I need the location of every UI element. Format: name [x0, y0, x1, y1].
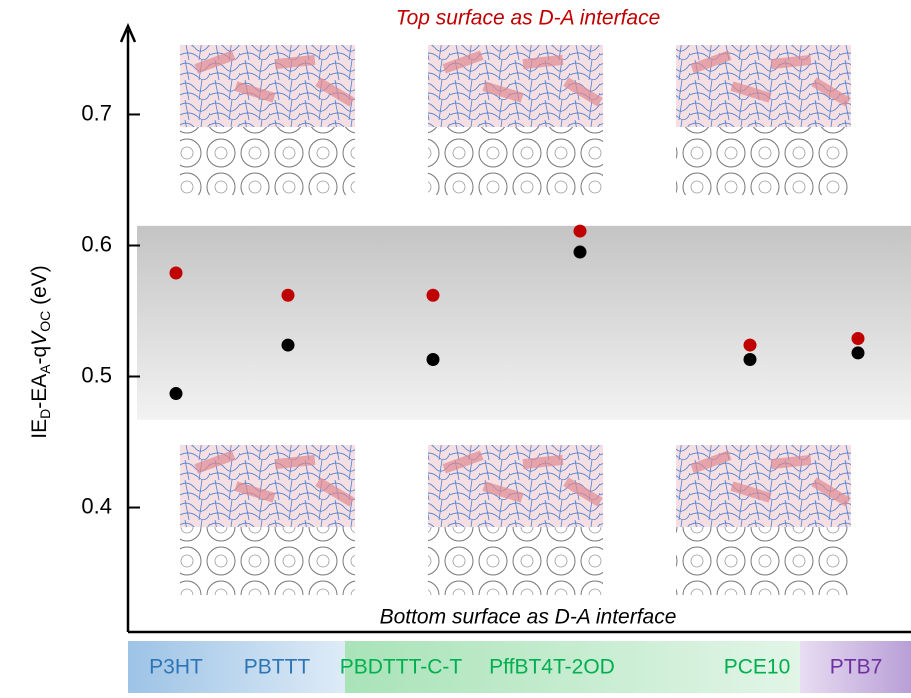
y-label-part: IE [28, 419, 51, 439]
x-tick-label: PBDTTT-C-T [340, 656, 463, 679]
y-label-part: -q [28, 346, 51, 365]
shaded-range [137, 226, 911, 420]
fullerene-layer [428, 527, 603, 595]
bottom-annotation: Bottom surface as D-A interface [380, 606, 677, 629]
x-tick-label: P3HT [149, 656, 203, 679]
data-point [744, 339, 757, 352]
y-tick-label: 0.7 [81, 100, 112, 125]
y-label-part: -EA [28, 374, 51, 409]
data-point [744, 353, 757, 366]
data-point [282, 339, 295, 352]
data-point [427, 289, 440, 302]
fullerene-layer [428, 127, 603, 195]
plot-area [137, 225, 911, 420]
x-tick-label: PTB7 [830, 656, 883, 679]
y-tick-label: 0.6 [81, 231, 112, 256]
y-label-part: (eV) [28, 265, 51, 311]
fullerene-layer [180, 127, 355, 195]
data-point [852, 332, 865, 345]
y-tick-label: 0.4 [81, 493, 112, 518]
chart: Top surface as D-A interface Bottom surf… [0, 0, 911, 693]
y-tick-label: 0.5 [81, 362, 112, 387]
top-annotation: Top surface as D-A interface [396, 7, 661, 30]
data-point [852, 346, 865, 359]
y-axis-label: IED-EAA-qVOC (eV) [28, 265, 53, 439]
y-label-part: D [37, 409, 53, 419]
data-point [574, 246, 587, 259]
fullerene-layer [180, 527, 355, 595]
data-point [427, 353, 440, 366]
x-tick-label: PBTTT [244, 656, 311, 679]
y-label-part: OC [37, 311, 53, 332]
x-tick-label: PCE10 [724, 656, 791, 679]
data-point [574, 225, 587, 238]
data-point [282, 289, 295, 302]
x-tick-label: PffBT4T-2OD [489, 656, 615, 679]
fullerene-layer [676, 527, 851, 595]
data-point [170, 267, 183, 280]
data-point [170, 387, 183, 400]
fullerene-layer [676, 127, 851, 195]
